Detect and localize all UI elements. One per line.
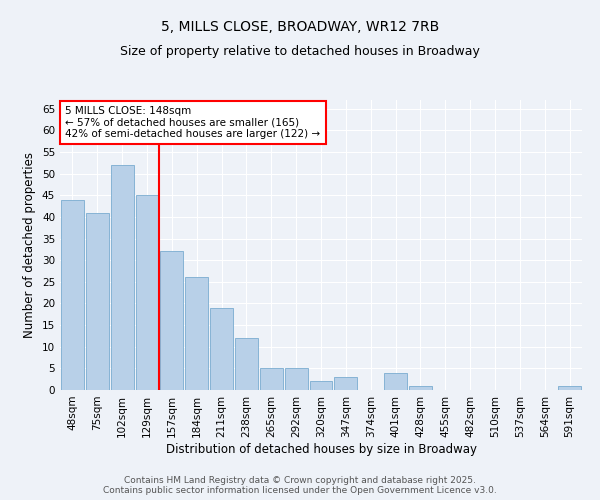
Bar (235, 338, 258, 390)
X-axis label: Distribution of detached houses by size in Broadway: Distribution of detached houses by size … (166, 442, 476, 456)
Bar (61, 200, 84, 390)
Y-axis label: Number of detached properties: Number of detached properties (23, 152, 37, 338)
Bar (210, 308, 233, 390)
Bar (160, 252, 183, 390)
Bar (285, 368, 308, 390)
Text: 5 MILLS CLOSE: 148sqm
← 57% of detached houses are smaller (165)
42% of semi-det: 5 MILLS CLOSE: 148sqm ← 57% of detached … (65, 106, 320, 139)
Bar (310, 382, 332, 390)
Bar (334, 377, 357, 390)
Text: 5, MILLS CLOSE, BROADWAY, WR12 7RB: 5, MILLS CLOSE, BROADWAY, WR12 7RB (161, 20, 439, 34)
Bar (86, 212, 109, 390)
Bar (384, 372, 407, 390)
Bar (185, 278, 208, 390)
Bar (558, 386, 581, 390)
Bar (136, 195, 158, 390)
Bar (260, 368, 283, 390)
Bar (111, 165, 134, 390)
Text: Size of property relative to detached houses in Broadway: Size of property relative to detached ho… (120, 45, 480, 58)
Text: Contains HM Land Registry data © Crown copyright and database right 2025.
Contai: Contains HM Land Registry data © Crown c… (103, 476, 497, 495)
Bar (409, 386, 432, 390)
